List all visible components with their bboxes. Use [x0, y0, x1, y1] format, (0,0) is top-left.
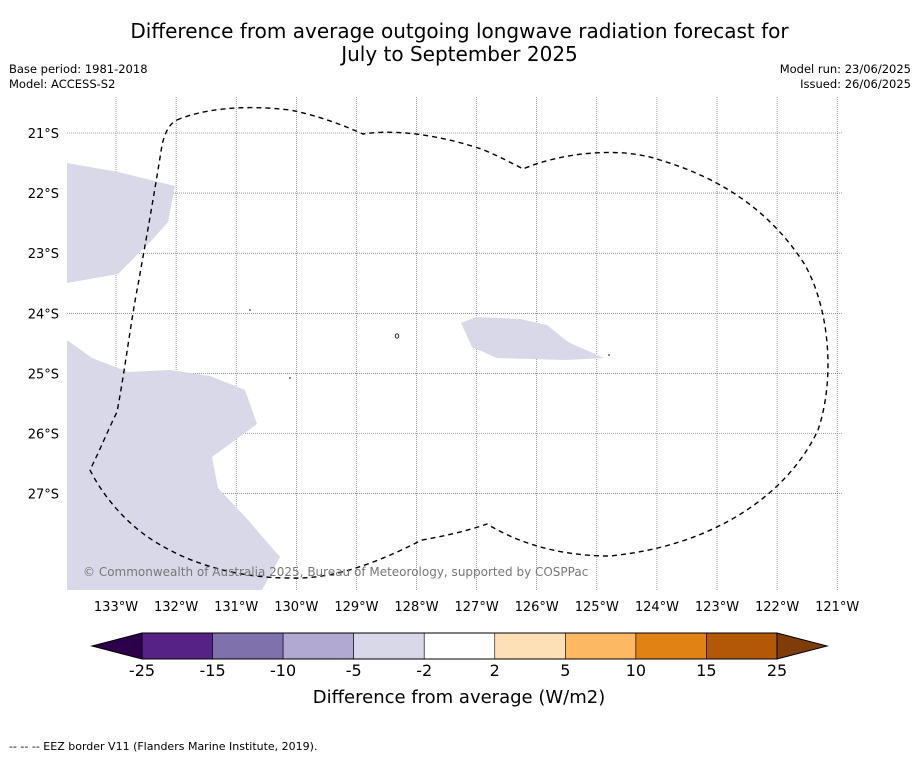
colorbar: -25 -15 -10 -5 -2 2 5 10 15 25 Difference from av… — [90, 632, 829, 708]
colorbar-tick-label: 10 — [626, 661, 646, 680]
longitude-label: 127°W — [455, 600, 499, 615]
longitude-label: 128°W — [394, 600, 438, 615]
longitude-label: 130°W — [274, 600, 318, 615]
title-line-2: July to September 2025 — [341, 42, 578, 66]
latitude-label: 22°S — [28, 187, 59, 202]
colorbar-extend-low — [92, 633, 142, 659]
colorbar-tick-label: -5 — [346, 661, 362, 680]
anomaly-region-central — [461, 317, 604, 360]
longitude-label: 131°W — [214, 600, 258, 615]
latitude-label: 23°S — [28, 247, 59, 262]
anomaly-region-west-lower — [67, 340, 280, 590]
colorbar-label: Difference from average (W/m2) — [313, 687, 605, 708]
colorbar-tick-label: 15 — [696, 661, 716, 680]
map-title: Difference from average outgoing longwav… — [0, 20, 919, 66]
colorbar-tick-label: -2 — [416, 661, 432, 680]
colorbar-tick-label: -10 — [270, 661, 296, 680]
speck-marker — [249, 309, 251, 311]
longitude-label: 123°W — [695, 600, 739, 615]
colorbar-block — [423, 632, 496, 660]
colorbar-block — [282, 632, 354, 660]
colorbar-block — [635, 632, 707, 660]
copyright-text: © Commonwealth of Australia 2025, Bureau… — [83, 565, 588, 579]
longitude-label: 126°W — [515, 600, 559, 615]
colorbar-block — [353, 632, 425, 660]
colorbar-tick-label: 2 — [490, 661, 500, 680]
colorbar-tick-label: -15 — [199, 661, 225, 680]
meta-left: Base period: 1981-2018 Model: ACCESS-S2 — [9, 62, 148, 92]
latitude-label: 27°S — [28, 488, 59, 503]
longitude-label: 122°W — [755, 600, 799, 615]
colorbar-tick-labels: -25 -15 -10 -5 -2 2 5 10 15 25 — [129, 661, 787, 680]
anomaly-region-west-upper — [67, 163, 175, 283]
longitude-label: 129°W — [334, 600, 378, 615]
longitude-label: 132°W — [154, 600, 198, 615]
latitude-label: 21°S — [28, 127, 59, 142]
colorbar-block — [141, 632, 213, 660]
colorbar-outline — [141, 632, 778, 660]
colorbar-block — [212, 632, 284, 660]
longitude-label: 121°W — [815, 600, 859, 615]
meta-right: Model run: 23/06/2025 Issued: 26/06/2025 — [780, 62, 911, 92]
speck-marker — [608, 354, 610, 356]
colorbar-tick-label: -25 — [129, 661, 155, 680]
footer-eez-legend: -- -- -- EEZ border V11 (Flanders Marine… — [9, 740, 318, 753]
latitude-label: 26°S — [28, 428, 59, 443]
colorbar-tick-label: 25 — [767, 661, 787, 680]
latitude-label: 25°S — [28, 367, 59, 382]
longitude-label: 124°W — [635, 600, 679, 615]
colorbar-tick-label: 5 — [560, 661, 570, 680]
map-panel: © Commonwealth of Australia 2025, Bureau… — [67, 97, 842, 590]
longitude-label: 133°W — [94, 600, 138, 615]
longitude-label: 125°W — [575, 600, 619, 615]
colorbar-blocks — [141, 632, 778, 660]
colorbar-block — [494, 632, 566, 660]
colorbar-block — [565, 632, 637, 660]
longitude-labels: 133°W 132°W 131°W 130°W 129°W 128°W 127°W 126°W… — [94, 600, 860, 615]
speck-marker — [289, 377, 291, 379]
title-line-1: Difference from average outgoing longwav… — [130, 19, 789, 43]
colorbar-extend-high — [777, 633, 827, 659]
latitude-labels: 21°S 22°S 23°S 24°S 25°S 26°S 27°S — [28, 127, 59, 503]
latitude-label: 24°S — [28, 307, 59, 322]
issued-text: Issued: 26/06/2025 — [800, 77, 911, 91]
model-run-text: Model run: 23/06/2025 — [779, 62, 911, 76]
model-text: Model: ACCESS-S2 — [9, 77, 116, 91]
island-outline — [394, 333, 400, 339]
base-period-text: Base period: 1981-2018 — [9, 62, 148, 76]
colorbar-block — [706, 632, 778, 660]
